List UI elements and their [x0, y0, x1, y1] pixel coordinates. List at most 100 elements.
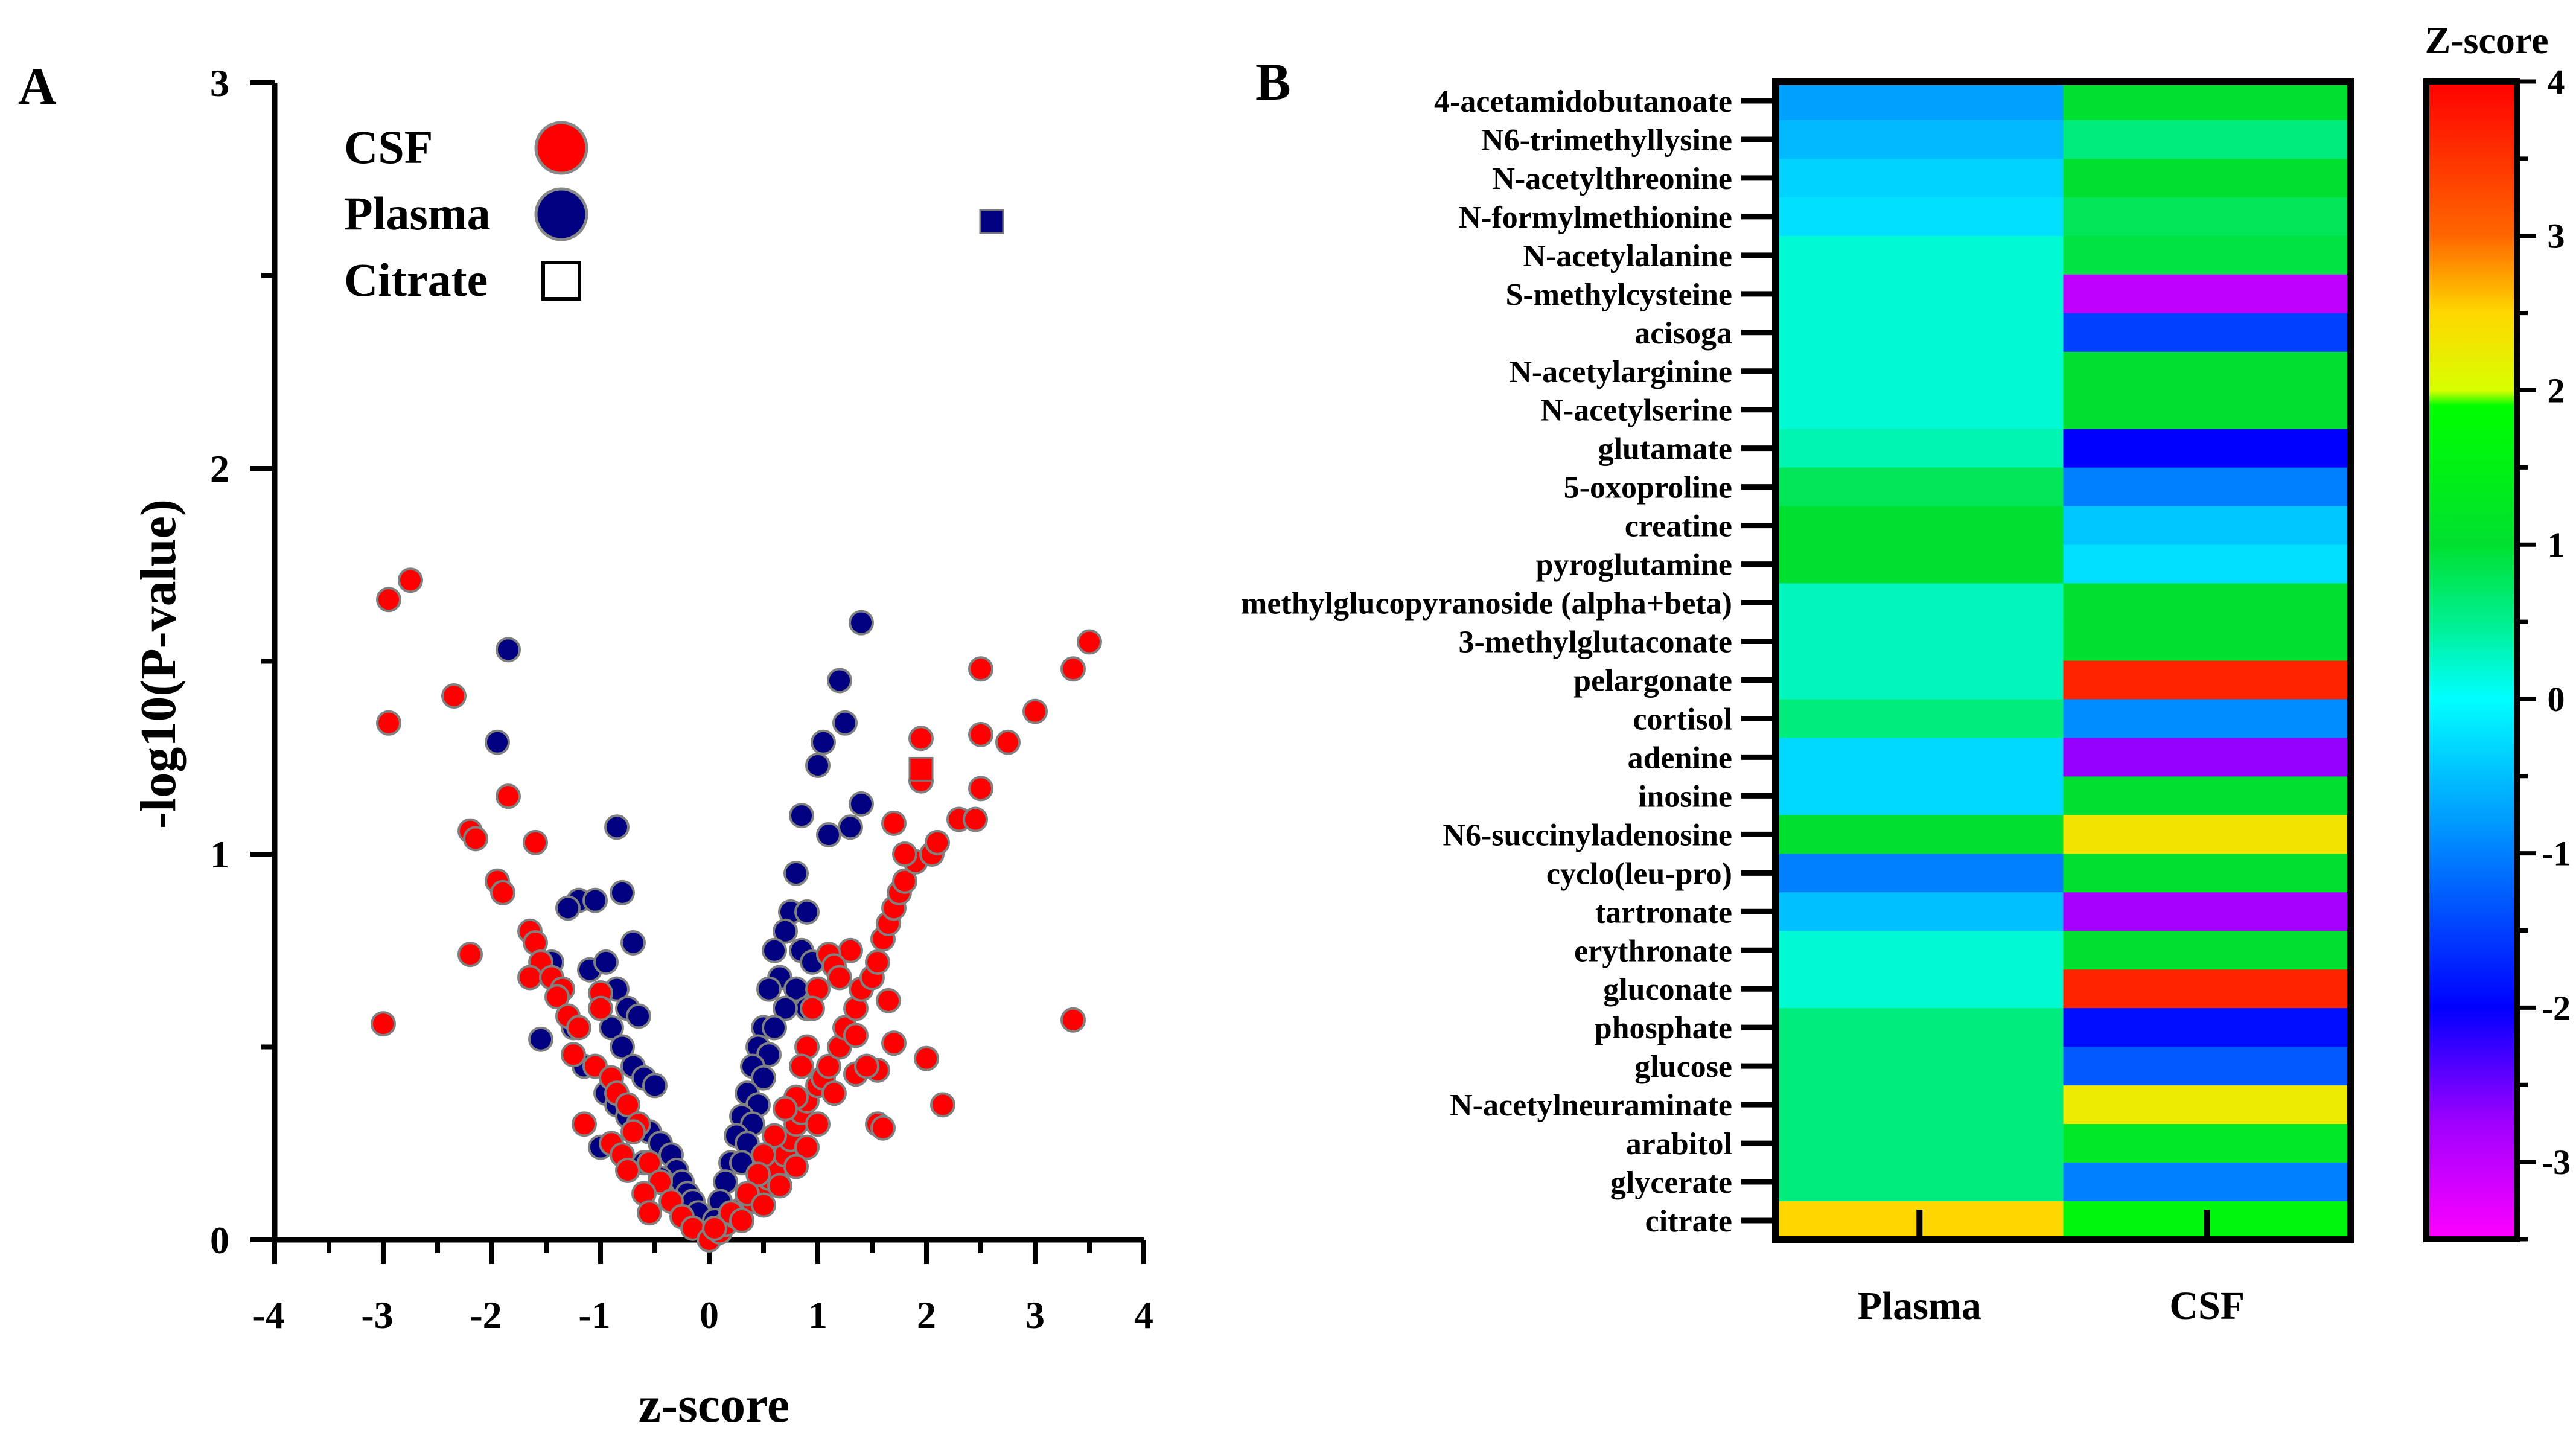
heatmap-row-label: pelargonate: [1573, 663, 1732, 698]
volcano-x-tick-label: -4: [252, 1294, 284, 1336]
csf-point: [371, 1011, 396, 1037]
heatmap-cell: [1776, 274, 2064, 314]
colorbar-tick-label: 1: [2548, 525, 2565, 564]
colorbar-title: Z-score: [2425, 19, 2549, 62]
heatmap-cell: [2063, 892, 2351, 932]
csf-point: [870, 1115, 896, 1141]
heatmap-cell: [2063, 660, 2351, 700]
csf-point: [544, 984, 570, 1010]
heatmap-column-label: Plasma: [1858, 1284, 1981, 1328]
heatmap-cell: [2063, 351, 2351, 391]
csf-point: [968, 656, 993, 682]
heatmap-cell: [2063, 158, 2351, 198]
volcano-x-tick-label: -3: [361, 1294, 393, 1336]
volcano-x-tick-label: -2: [470, 1294, 502, 1336]
csf-point: [588, 995, 613, 1021]
colorbar-tick-label: 0: [2548, 680, 2565, 719]
colorbar: [2423, 78, 2520, 1242]
plasma-point: [610, 879, 635, 905]
plasma-point: [593, 949, 619, 975]
volcano-y-tick-label: 0: [210, 1219, 229, 1262]
heatmap-row-label: methylglucopyranoside (alpha+beta): [1241, 587, 1732, 621]
csf-point: [620, 1119, 646, 1145]
csf-point: [773, 1096, 798, 1122]
citrate-point: [908, 756, 934, 782]
plasma-point: [783, 860, 809, 886]
heatmap-cell: [2063, 931, 2351, 971]
heatmap-cell: [2063, 854, 2351, 893]
heatmap-row-label: N-acetylneuraminate: [1450, 1088, 1732, 1123]
csf-point: [881, 1030, 907, 1056]
legend-marker-citrate: [541, 261, 581, 301]
heatmap-row-label: adenine: [1628, 741, 1732, 775]
csf-point: [827, 965, 852, 991]
legend-label-csf: CSF: [344, 121, 433, 173]
csf-point: [800, 995, 825, 1021]
plasma-point: [849, 610, 874, 636]
plasma-point: [610, 1034, 635, 1060]
csf-point: [729, 1208, 754, 1234]
heatmap-cell: [2063, 429, 2351, 468]
csf-point: [963, 806, 988, 832]
csf-point: [457, 942, 483, 968]
colorbar-tick-label: -3: [2542, 1143, 2571, 1182]
heatmap-cell: [2063, 120, 2351, 159]
colorbar-tick-label: 3: [2548, 217, 2565, 256]
csf-point: [745, 1161, 771, 1187]
csf-point: [968, 776, 993, 802]
csf-point: [1022, 698, 1048, 724]
heatmap-cell: [1776, 235, 2064, 275]
volcano-x-tick-label: 0: [700, 1294, 719, 1336]
csf-point: [762, 1123, 787, 1149]
volcano-x-tick-label: 1: [808, 1294, 827, 1336]
plasma-point: [582, 887, 608, 913]
heatmap-cell: [2063, 1047, 2351, 1087]
csf-point: [892, 841, 917, 867]
csf-point: [702, 1215, 727, 1241]
heatmap-cell: [1776, 467, 2064, 507]
heatmap-row-label: inosine: [1638, 779, 1732, 814]
heatmap-cell: [1776, 738, 2064, 777]
heatmap-row-label: cortisol: [1633, 702, 1732, 736]
csf-point: [572, 1111, 597, 1137]
heatmap-cell: [2063, 390, 2351, 430]
heatmap-cell: [1776, 969, 2064, 1009]
plasma-point: [773, 995, 798, 1021]
heatmap-cell: [2063, 274, 2351, 314]
citrate-point: [979, 209, 1004, 234]
volcano-x-tick-label: 2: [917, 1294, 936, 1336]
volcano-y-tick-label: 2: [210, 447, 229, 490]
heatmap-row-label: tartronate: [1595, 895, 1732, 930]
heatmap-cell: [1776, 1047, 2064, 1087]
plasma-point: [794, 899, 820, 925]
panel-label-b: B: [1255, 53, 1291, 112]
plasma-point: [485, 729, 510, 755]
csf-point: [881, 810, 907, 836]
heatmap-cell: [2063, 1008, 2351, 1048]
csf-point: [376, 710, 401, 736]
heatmap-row-label: arabitol: [1626, 1127, 1732, 1161]
csf-point: [816, 1053, 841, 1079]
csf-point: [523, 829, 548, 855]
colorbar-ticks: 4 3 2 1 0 -1 -2 -3: [2517, 62, 2571, 1242]
plasma-point: [751, 1065, 776, 1091]
csf-point: [441, 683, 467, 709]
heatmap-border: [1772, 78, 2354, 1243]
plasma-point: [620, 930, 646, 956]
csf-point: [1060, 1007, 1086, 1033]
plasma-point: [827, 668, 852, 694]
heatmap-row-label: N-acetylalanine: [1523, 239, 1732, 273]
colorbar-tick-label: 2: [2548, 371, 2565, 410]
volcano-axes: [250, 80, 1146, 1264]
plasma-point: [604, 814, 630, 840]
plasma-point: [816, 822, 841, 848]
heatmap-cell: [2063, 81, 2351, 121]
heatmap-cell: [2063, 1085, 2351, 1125]
heatmap-cell: [1776, 429, 2064, 468]
heatmap-cell: [1776, 544, 2064, 584]
csf-point: [789, 1053, 814, 1079]
csf-point: [930, 1092, 955, 1118]
volcano-y-tick-label: 1: [210, 833, 229, 876]
legend-marker-plasma: [534, 187, 588, 241]
volcano-y-tick-label: 3: [210, 62, 229, 104]
